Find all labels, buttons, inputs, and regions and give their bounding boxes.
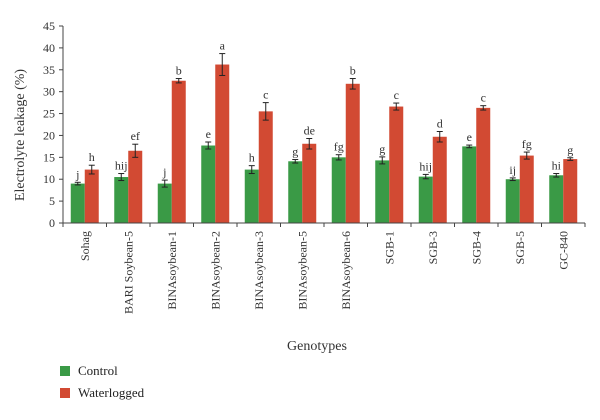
significance-letter: j [75,167,79,181]
significance-letter: h [249,151,255,165]
legend-label-waterlogged: Waterlogged [78,385,145,400]
bar-waterlogged [128,150,143,223]
bar-waterlogged [345,83,360,223]
bar-waterlogged [302,143,317,223]
bar-control [418,176,433,223]
bar-control [157,183,172,223]
bar-control [375,160,390,223]
legend-label-control: Control [78,363,118,378]
bar-waterlogged [389,106,404,223]
bar-control [70,183,85,223]
significance-letter: b [350,64,356,78]
significance-letter: hij [419,159,432,173]
bar-waterlogged [476,107,491,223]
y-axis: 0 5 10 15 20 25 30 35 40 45 [43,19,64,230]
y-tick-label: 10 [43,172,55,186]
x-tick-label: BARI Soybean-5 [121,231,135,314]
significance-letter: e [467,130,472,144]
bar-control [549,175,564,223]
significance-letter: g [292,145,298,159]
bar-control [331,157,346,223]
x-tick-label: Sohag [78,231,92,261]
bar-control [462,146,477,223]
bar-waterlogged [171,80,186,223]
bar-control [288,161,303,223]
bar-waterlogged [519,155,534,223]
significance-letter: b [176,64,182,78]
bar-control [505,179,520,223]
significance-letter: g [379,142,385,156]
x-tick-label: SGB-4 [469,231,483,264]
bar-waterlogged [258,111,273,223]
significance-letter: d [437,117,443,131]
y-tick-label: 25 [43,107,55,121]
legend-item-waterlogged: Waterlogged [60,382,144,404]
bar-waterlogged [432,136,447,223]
bar-control [244,169,259,223]
x-tick-label: GC-840 [556,231,570,270]
x-tick-label: BINAsoybean-3 [252,231,266,310]
bar-control [114,177,129,223]
significance-letter: c [263,88,268,102]
significance-letter: h [89,150,95,164]
x-tick-label: BINAsoybean-5 [295,231,309,310]
x-tick-label: BINAsoybean-1 [165,231,179,310]
bar-control [201,145,216,223]
x-tick-label: SGB-3 [426,231,440,264]
x-axis-label: Genotypes [287,339,347,354]
legend-item-control: Control [60,360,144,382]
y-tick-label: 0 [49,216,55,230]
bar-waterlogged [84,169,99,223]
y-tick-label: 15 [43,150,55,164]
legend-swatch-control [60,366,70,376]
y-tick-label: 40 [43,41,55,55]
y-tick-label: 5 [49,194,55,208]
significance-letter: c [481,91,486,105]
y-tick-label: 35 [43,63,55,77]
significance-letter: fg [334,140,344,154]
y-axis-label: Electrolyte leakage (%) [13,69,28,201]
y-tick-label: 20 [43,128,55,142]
significance-letter: c [394,88,399,102]
significance-letter: hij [115,159,128,173]
significance-letter: e [206,127,211,141]
legend-swatch-waterlogged [60,388,70,398]
y-tick-label: 45 [43,19,55,33]
x-tick-label: SGB-5 [513,231,527,264]
x-tick-label: SGB-1 [382,231,396,264]
x-tick-label: BINAsoybean-2 [208,231,222,310]
significance-letter: ij [509,163,516,177]
bar-waterlogged [215,64,230,223]
significance-letter: ef [131,129,140,143]
significance-letter: a [220,39,226,53]
significance-letter: de [304,124,315,138]
x-tick-label: BINAsoybean-6 [339,231,353,310]
x-axis: Sohag BARI Soybean-5 BINAsoybean-1 BINAsoyb… [62,222,586,314]
significance-letter: fg [522,137,532,151]
significance-letter: g [567,143,573,157]
significance-letter: hi [552,159,562,173]
bar-waterlogged [563,159,578,223]
y-tick-label: 30 [43,85,55,99]
legend: Control Waterlogged [60,360,144,404]
significance-letter: j [162,165,166,179]
